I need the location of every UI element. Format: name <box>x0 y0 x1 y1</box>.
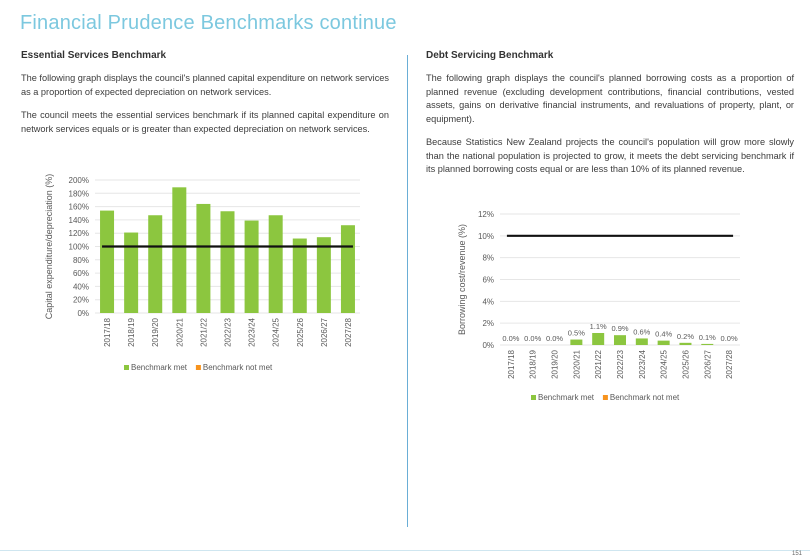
x-tick-label: 2018/19 <box>529 349 538 378</box>
legend-label: Benchmark met <box>131 363 188 372</box>
page-title: Financial Prudence Benchmarks continue <box>20 12 397 34</box>
x-tick-label: 2026/27 <box>320 317 329 346</box>
x-tick-label: 2025/26 <box>296 317 305 346</box>
data-label: 0.6% <box>633 327 650 336</box>
bar-2025/26 <box>292 238 307 313</box>
x-tick-label: 2023/24 <box>638 349 647 378</box>
legend-label: Benchmark not met <box>610 393 680 402</box>
data-label: 0.1% <box>699 333 716 342</box>
x-tick-label: 2020/21 <box>175 317 184 346</box>
debt-servicing-para-1: The following graph displays the council… <box>426 73 794 124</box>
bar-2022/23 <box>220 211 235 313</box>
y-tick-label: 12% <box>478 210 494 219</box>
data-label: 0.5% <box>568 329 585 338</box>
bar-2023/24 <box>244 220 259 313</box>
data-label: 0.4% <box>655 330 672 339</box>
data-label: 0.0% <box>524 334 541 343</box>
y-tick-label: 0% <box>482 341 494 350</box>
debt-servicing-para-2: Because Statistics New Zealand projects … <box>426 137 794 174</box>
y-tick-label: 180% <box>69 189 89 198</box>
x-tick-label: 2022/23 <box>224 317 233 346</box>
x-tick-label: 2026/27 <box>703 349 712 378</box>
data-label: 1.1% <box>590 322 607 331</box>
y-tick-label: 0% <box>77 309 89 318</box>
debt-servicing-heading: Debt Servicing Benchmark <box>426 50 554 61</box>
bar-2025/26 <box>679 342 692 345</box>
x-tick-label: 2021/22 <box>594 349 603 378</box>
x-tick-label: 2024/25 <box>272 317 281 346</box>
x-tick-label: 2027/28 <box>344 317 353 346</box>
bar-2024/25 <box>268 215 283 313</box>
bar-2026/27 <box>701 343 714 345</box>
legend-label: Benchmark met <box>538 393 595 402</box>
essential-services-para-1: The following graph displays the council… <box>21 73 389 97</box>
x-tick-label: 2023/24 <box>248 317 257 346</box>
data-label: 0.0% <box>546 334 563 343</box>
bar-2023/24 <box>635 338 648 345</box>
footer-rule <box>0 550 810 551</box>
legend-swatch <box>124 365 129 370</box>
essential-services-section: Essential Services Benchmark The followi… <box>21 50 389 146</box>
data-label: 0.9% <box>611 324 628 333</box>
x-tick-label: 2017/18 <box>103 317 112 346</box>
y-tick-label: 80% <box>73 256 89 265</box>
bar-2024/25 <box>657 340 670 345</box>
y-tick-label: 100% <box>69 243 89 252</box>
legend-swatch <box>602 395 608 400</box>
bar-2020/21 <box>570 339 583 345</box>
y-tick-label: 6% <box>482 276 494 285</box>
debt-servicing-chart: Borrowing cost/revenue (%) 0% 2% 4% 6% 8% 10% 1… <box>457 210 740 402</box>
data-label: 0.0% <box>502 334 519 343</box>
y-tick-label: 60% <box>73 269 89 278</box>
y-tick-label: 160% <box>69 203 89 212</box>
column-divider <box>407 55 408 527</box>
legend-swatch <box>195 365 201 370</box>
essential-services-heading: Essential Services Benchmark <box>21 50 167 61</box>
x-tick-label: 2022/23 <box>616 349 625 378</box>
legend-swatch <box>531 395 536 400</box>
y-tick-label: 4% <box>482 297 494 306</box>
legend-label: Benchmark not met <box>203 363 273 372</box>
x-tick-label: 2027/28 <box>725 349 734 378</box>
y-tick-label: 200% <box>69 176 89 185</box>
bar-2022/23 <box>614 335 626 345</box>
bar-2020/21 <box>172 187 187 313</box>
y-axis-label: Borrowing cost/revenue (%) <box>457 224 467 335</box>
y-tick-label: 10% <box>478 232 494 241</box>
bar-2027/28 <box>340 225 355 313</box>
y-tick-label: 20% <box>73 296 89 305</box>
bar-2026/27 <box>316 237 331 313</box>
y-axis-label: Capital expenditure/depreciation (%) <box>44 174 54 320</box>
x-tick-label: 2017/18 <box>507 349 516 378</box>
bar-2017/18 <box>100 210 115 313</box>
debt-servicing-section: Debt Servicing Benchmark The following g… <box>426 50 794 187</box>
x-tick-label: 2025/26 <box>681 349 690 378</box>
data-label: 0.0% <box>721 334 738 343</box>
y-tick-label: 40% <box>73 282 89 291</box>
bar-2021/22 <box>592 332 605 345</box>
y-tick-label: 140% <box>69 216 89 225</box>
data-label: 0.2% <box>677 332 694 341</box>
bar-2021/22 <box>196 203 211 313</box>
y-tick-label: 2% <box>482 319 494 328</box>
y-tick-label: 120% <box>69 229 89 238</box>
x-tick-label: 2019/20 <box>151 317 160 346</box>
bar-2018/19 <box>124 232 139 313</box>
x-tick-label: 2019/20 <box>551 349 560 378</box>
x-tick-label: 2018/19 <box>127 317 136 346</box>
bar-2019/20 <box>148 215 163 313</box>
essential-services-chart: Capital expenditure/depreciation (%) 0% 20… <box>44 174 360 372</box>
x-tick-label: 2024/25 <box>660 349 669 378</box>
essential-services-para-2: The council meets the essential services… <box>21 110 389 134</box>
page-number: 151 <box>791 551 802 557</box>
x-tick-label: 2021/22 <box>199 317 208 346</box>
x-tick-label: 2020/21 <box>572 349 581 378</box>
y-tick-label: 8% <box>482 254 494 263</box>
